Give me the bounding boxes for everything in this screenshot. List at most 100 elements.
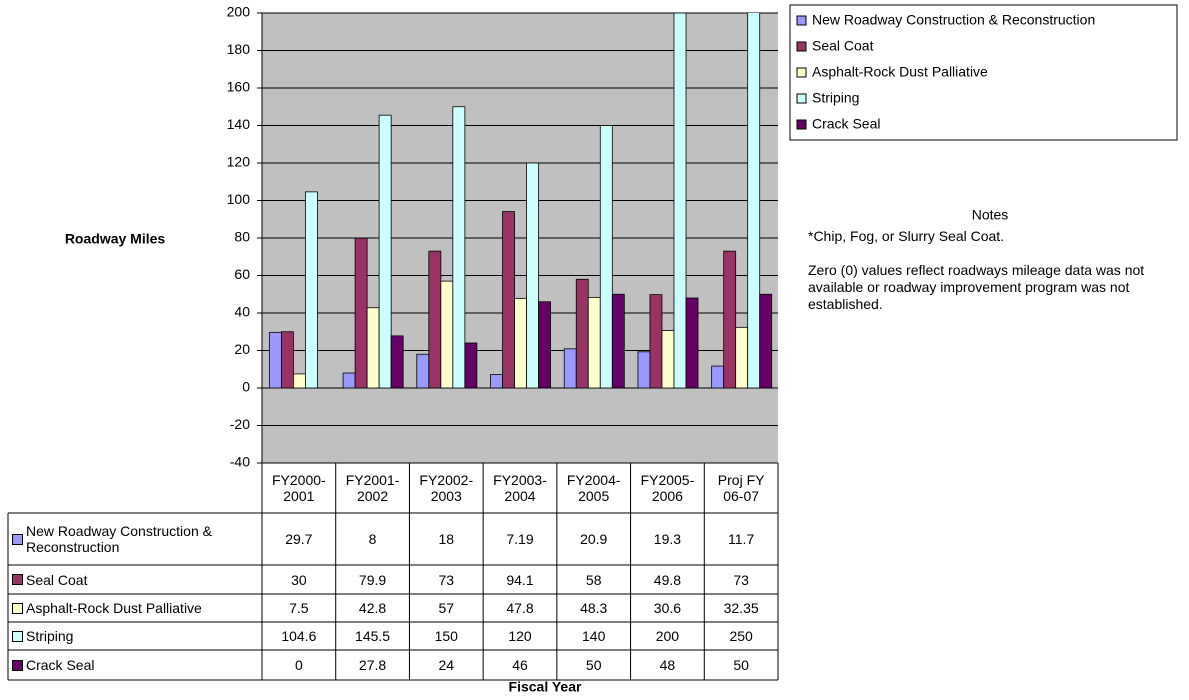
y-tick-label: 20 — [234, 341, 250, 357]
legend-swatch — [12, 659, 23, 671]
table-value: 50 — [733, 657, 749, 673]
x-tick-label: FY2000-2001 — [272, 472, 326, 504]
bar — [268, 331, 282, 389]
x-tick-label: FY2005-2006 — [640, 472, 695, 504]
table-value: 27.8 — [358, 657, 387, 673]
table-value: 200 — [655, 628, 680, 644]
x-axis-label: Fiscal Year — [509, 679, 582, 695]
table-value: 30.6 — [653, 600, 682, 616]
y-tick-label: 100 — [227, 191, 251, 207]
y-tick-label: 160 — [227, 79, 251, 95]
table-value: 48 — [659, 657, 676, 673]
x-tick-label: FY2004-2005 — [566, 472, 621, 504]
table-value: 30 — [291, 571, 307, 588]
legend-swatch — [796, 67, 807, 78]
y-tick-label: 80 — [234, 229, 250, 245]
legend-swatch — [12, 574, 23, 585]
legend-swatch — [796, 119, 807, 130]
y-tick-label: 180 — [227, 41, 251, 57]
bar — [611, 293, 625, 389]
x-tick-label: Proj FY 06-07 — [717, 472, 765, 504]
legend-entry: New Roadway Construction & Reconstructio… — [8, 513, 262, 565]
bar — [378, 114, 392, 389]
x-tick-label: FY2003-2004 — [493, 472, 547, 504]
bar — [452, 106, 466, 389]
bar — [502, 211, 515, 389]
y-tick-label: -40 — [230, 454, 250, 470]
bar — [490, 374, 503, 389]
bar — [464, 342, 478, 389]
notes-title: Notes — [972, 207, 1009, 223]
table-value: 11.7 — [728, 531, 755, 547]
table-value: 0 — [294, 657, 303, 673]
bar — [390, 335, 404, 389]
bar — [747, 13, 761, 389]
series-name: New Roadway Construction & Reconstructio… — [26, 523, 212, 555]
bar — [599, 125, 613, 389]
y-tick-label: 0 — [242, 379, 250, 395]
table-value: 19.3 — [653, 531, 682, 547]
table-value: 29.7 — [285, 531, 313, 547]
y-tick-label: 120 — [227, 154, 251, 170]
legend-label: Seal Coat — [812, 38, 874, 54]
table-value: 42.8 — [358, 600, 387, 616]
bar — [711, 365, 725, 389]
bar — [575, 278, 589, 389]
table-value: 7.5 — [289, 600, 309, 616]
legend-label: Striping — [812, 90, 859, 106]
legend-entry: Striping — [8, 622, 262, 650]
table-value: 79.9 — [358, 571, 387, 588]
table-value: 250 — [729, 628, 753, 644]
table-value: 20.9 — [580, 531, 608, 547]
table-value: 50 — [585, 657, 602, 673]
table-value: 7.19 — [506, 531, 534, 547]
table-value: 150 — [434, 628, 458, 644]
legend-entry: Crack Seal — [8, 650, 262, 680]
table-value: 73 — [438, 571, 455, 588]
bar — [526, 162, 539, 389]
bar — [416, 353, 430, 389]
y-axis-label: Roadway Miles — [65, 231, 166, 247]
table-value: 58 — [585, 571, 602, 588]
bar — [685, 297, 699, 389]
bar — [280, 331, 294, 389]
legend-swatch — [796, 41, 807, 52]
bar — [342, 372, 356, 389]
table-value: 46 — [512, 657, 528, 673]
legend-label: New Roadway Construction & Reconstructio… — [812, 12, 1095, 28]
y-tick-label: 60 — [234, 266, 250, 282]
bar — [637, 351, 651, 389]
legend-box — [789, 4, 1178, 141]
bar — [440, 280, 454, 389]
series-name: Seal Coat — [26, 571, 88, 588]
bar — [366, 307, 380, 389]
y-tick-label: 140 — [227, 116, 251, 132]
bar — [673, 13, 687, 389]
table-value: 104.6 — [281, 628, 317, 644]
table-value: 94.1 — [506, 571, 534, 588]
bar — [563, 348, 577, 389]
y-tick-label: 40 — [234, 304, 250, 320]
table-value: 8 — [368, 531, 377, 547]
table-value: 32.35 — [723, 600, 759, 616]
note: Zero (0) values reflect roadways mileage… — [808, 262, 1145, 312]
table-value: 120 — [508, 628, 532, 644]
legend-swatch — [12, 533, 23, 545]
table-value: 49.8 — [653, 571, 682, 588]
table-value: 24 — [438, 657, 455, 673]
bar — [723, 250, 737, 389]
table-value: 47.8 — [506, 600, 534, 616]
bar — [661, 330, 675, 389]
legend-swatch — [796, 93, 807, 104]
bar — [293, 373, 306, 389]
bar — [305, 191, 318, 389]
table-value: 140 — [582, 628, 606, 644]
bar — [514, 297, 527, 389]
note: *Chip, Fog, or Slurry Seal Coat. — [808, 228, 1005, 244]
legend-label: Asphalt-Rock Dust Palliative — [812, 64, 988, 80]
series-name: Asphalt-Rock Dust Palliative — [26, 600, 202, 616]
bar — [759, 293, 773, 389]
table-value: 145.5 — [355, 628, 391, 644]
table-value: 57 — [438, 600, 455, 616]
